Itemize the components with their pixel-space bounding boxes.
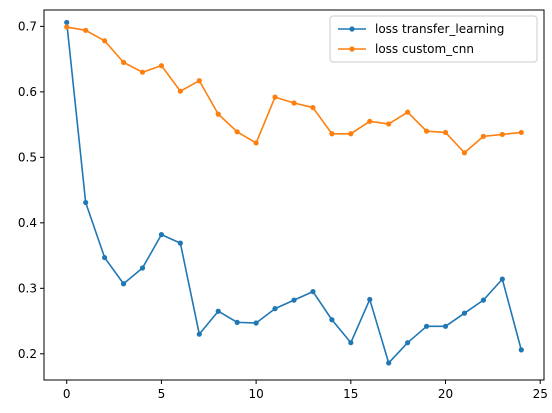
data-point bbox=[310, 288, 316, 295]
data-point bbox=[139, 265, 146, 271]
data-point bbox=[102, 254, 108, 261]
data-point bbox=[158, 63, 165, 69]
data-point bbox=[83, 199, 89, 206]
legend-marker bbox=[349, 26, 355, 32]
data-point bbox=[120, 59, 127, 65]
data-point bbox=[442, 323, 449, 329]
data-point bbox=[461, 150, 468, 156]
data-point bbox=[102, 38, 108, 44]
data-point bbox=[291, 100, 297, 106]
data-point bbox=[196, 331, 202, 337]
data-point bbox=[215, 308, 221, 314]
data-point bbox=[329, 317, 335, 323]
data-point bbox=[234, 319, 240, 325]
x-tick-label: 15 bbox=[343, 387, 358, 401]
legend-box bbox=[329, 15, 538, 63]
x-tick-label: 25 bbox=[533, 387, 548, 401]
data-point bbox=[177, 240, 183, 246]
legend-marker bbox=[349, 46, 355, 52]
y-tick-label: 0.7 bbox=[18, 19, 37, 33]
data-point bbox=[83, 27, 89, 33]
data-point bbox=[405, 340, 411, 346]
data-point bbox=[291, 297, 297, 303]
data-point bbox=[386, 121, 392, 127]
data-point bbox=[348, 131, 354, 137]
legend-label: loss transfer_learning bbox=[375, 22, 504, 36]
data-point bbox=[196, 78, 202, 84]
x-tick-label: 0 bbox=[63, 387, 71, 401]
x-tick-label: 20 bbox=[438, 387, 453, 401]
data-point bbox=[310, 104, 316, 111]
data-point bbox=[461, 310, 468, 316]
data-point bbox=[480, 133, 486, 139]
y-tick-label: 0.6 bbox=[18, 85, 37, 99]
y-axis: 0.2 0.3 0.4 0.5 0.6 0.7 bbox=[18, 19, 44, 361]
y-tick-label: 0.4 bbox=[18, 216, 37, 230]
data-point bbox=[234, 129, 240, 135]
series-layer bbox=[64, 19, 524, 366]
series-0 bbox=[64, 19, 524, 366]
data-point bbox=[253, 140, 259, 146]
y-tick-label: 0.5 bbox=[18, 150, 37, 164]
data-point bbox=[386, 360, 392, 366]
data-point bbox=[480, 297, 486, 303]
data-point bbox=[64, 19, 70, 26]
data-point bbox=[518, 129, 524, 136]
data-point bbox=[348, 340, 354, 346]
x-tick-label: 5 bbox=[158, 387, 166, 401]
data-point bbox=[120, 281, 127, 287]
data-point bbox=[329, 131, 335, 137]
data-point bbox=[405, 109, 411, 115]
data-point bbox=[499, 276, 505, 282]
legend-entry: loss transfer_learning bbox=[338, 22, 504, 36]
y-tick-label: 0.2 bbox=[18, 347, 37, 361]
data-point bbox=[215, 111, 221, 117]
data-point bbox=[367, 118, 373, 124]
x-tick-label: 10 bbox=[248, 387, 263, 401]
legend-label: loss custom_cnn bbox=[375, 42, 474, 56]
data-point bbox=[423, 323, 430, 329]
data-point bbox=[272, 94, 278, 100]
data-point bbox=[177, 88, 183, 94]
y-tick-label: 0.3 bbox=[18, 281, 37, 295]
data-point bbox=[64, 24, 70, 30]
plot-area bbox=[43, 9, 545, 381]
data-point bbox=[518, 347, 524, 353]
data-point bbox=[272, 306, 278, 312]
data-point bbox=[423, 128, 430, 134]
series-1 bbox=[64, 24, 524, 156]
data-point bbox=[499, 131, 505, 138]
data-point bbox=[139, 69, 146, 75]
legend-entry: loss custom_cnn bbox=[338, 42, 474, 56]
data-point bbox=[442, 129, 449, 136]
data-point bbox=[367, 296, 373, 303]
data-point bbox=[253, 320, 259, 326]
x-axis: 0 5 10 15 20 25 bbox=[63, 380, 548, 401]
data-point bbox=[158, 232, 165, 238]
